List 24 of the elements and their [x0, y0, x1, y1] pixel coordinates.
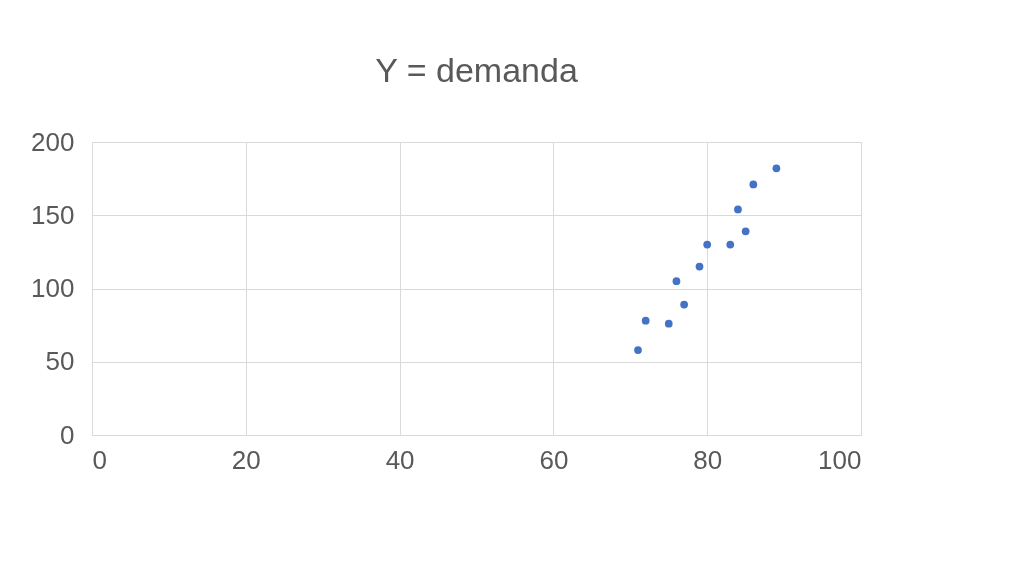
x-tick-label: 20: [231, 444, 261, 475]
x-tick-label: 0: [92, 444, 107, 475]
point: [641, 316, 650, 325]
point: [734, 205, 742, 214]
y-tick-label: 0: [60, 419, 75, 450]
x-tick-label: 100: [818, 444, 862, 475]
y-tick-label: 100: [31, 273, 75, 303]
point: [741, 227, 750, 236]
point: [634, 346, 642, 354]
point: [664, 319, 673, 328]
point: [749, 180, 758, 189]
point: [703, 240, 712, 249]
x-tick-label: 40: [385, 444, 415, 475]
y-tick-label: 200: [31, 126, 75, 157]
x-tick-label: 80: [693, 444, 723, 475]
y-tick-label: 50: [45, 346, 75, 377]
x-tick-label: 60: [539, 444, 569, 475]
point: [695, 262, 704, 271]
point: [672, 277, 681, 286]
y-tick-label: 150: [31, 199, 75, 230]
point: [680, 300, 688, 309]
point: [772, 164, 781, 173]
point: [726, 240, 735, 249]
chart-title: Y = demanda: [375, 51, 578, 89]
